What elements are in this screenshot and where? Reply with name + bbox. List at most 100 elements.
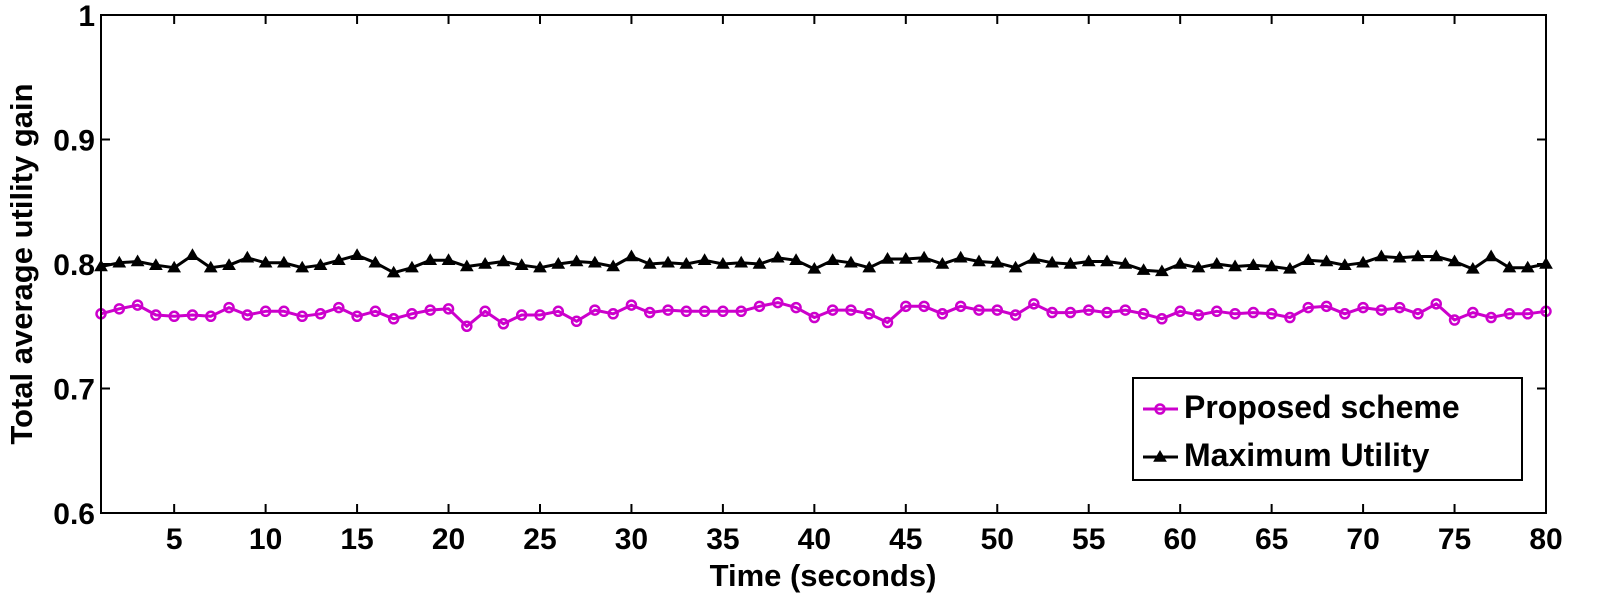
data-point-proposed-scheme	[1156, 313, 1168, 325]
data-point-maximum-utility	[642, 257, 657, 269]
data-point-proposed-scheme	[406, 308, 418, 320]
data-point-maximum-utility	[1063, 257, 1078, 269]
tick-labels: 5 10 15 20 25 30 35 40 45 50 55 60 65 70 75 80 0.6 0.7 0.8…	[53, 0, 1562, 556]
data-point-maximum-utility	[679, 257, 694, 269]
data-point-proposed-scheme	[351, 310, 363, 323]
data-point-maximum-utility	[1155, 264, 1169, 277]
data-point-maximum-utility	[551, 257, 566, 269]
data-point-maximum-utility	[368, 255, 383, 268]
data-point-maximum-utility	[1301, 253, 1316, 265]
legend-marker-maximum-utility	[1153, 450, 1167, 462]
data-point-maximum-utility	[1045, 255, 1060, 268]
y-tick-label: 0.6	[53, 498, 95, 531]
data-point-proposed-scheme	[808, 311, 821, 324]
y-tick-label: 0.8	[53, 249, 95, 282]
data-point-maximum-utility	[606, 259, 621, 272]
data-point-maximum-utility	[1264, 259, 1279, 272]
data-point-proposed-scheme	[1320, 300, 1333, 313]
data-point-proposed-scheme	[991, 304, 1004, 316]
data-point-maximum-utility	[441, 253, 456, 265]
axis-ticks	[101, 14, 1547, 514]
data-point-maximum-utility	[1447, 254, 1462, 267]
data-point-maximum-utility	[1008, 260, 1023, 273]
data-point-proposed-scheme	[625, 299, 638, 311]
data-point-maximum-utility	[240, 250, 255, 263]
data-point-maximum-utility	[496, 254, 511, 267]
data-point-proposed-scheme	[461, 320, 473, 332]
data-point-maximum-utility	[917, 250, 931, 263]
data-point-proposed-scheme	[278, 305, 290, 318]
data-point-maximum-utility	[569, 254, 584, 267]
data-point-maximum-utility	[972, 254, 986, 267]
x-tick-label: 20	[432, 523, 465, 556]
data-point-proposed-scheme	[826, 304, 839, 316]
data-point-proposed-scheme	[204, 310, 217, 323]
x-tick-label: 55	[1072, 523, 1105, 556]
data-point-maximum-utility	[1337, 258, 1352, 270]
data-point-maximum-utility	[661, 255, 675, 268]
data-point-maximum-utility	[716, 257, 730, 269]
data-point-proposed-scheme	[333, 301, 345, 314]
x-tick-label: 30	[615, 523, 648, 556]
data-point-proposed-scheme	[387, 313, 400, 325]
data-point-maximum-utility	[1374, 249, 1389, 262]
data-point-proposed-scheme	[241, 309, 254, 321]
x-tick-label: 70	[1346, 523, 1379, 556]
data-point-proposed-scheme	[497, 318, 510, 330]
data-point-proposed-scheme	[1284, 311, 1296, 324]
data-point-proposed-scheme	[717, 305, 729, 318]
data-point-proposed-scheme	[772, 296, 784, 309]
series-proposed-scheme	[95, 296, 1552, 332]
y-tick-label: 0.7	[53, 374, 95, 407]
data-point-maximum-utility	[1228, 259, 1242, 272]
data-point-maximum-utility	[807, 261, 822, 274]
data-point-maximum-utility	[1026, 252, 1041, 264]
data-point-proposed-scheme	[314, 308, 327, 320]
y-axis-title: Total average utility gain	[4, 83, 39, 444]
data-point-maximum-utility	[112, 255, 127, 268]
data-point-proposed-scheme	[698, 305, 711, 318]
data-point-maximum-utility	[825, 253, 840, 265]
data-point-maximum-utility	[1081, 254, 1096, 267]
x-tick-label: 25	[523, 523, 556, 556]
data-point-proposed-scheme	[1503, 308, 1516, 320]
x-tick-label: 80	[1529, 523, 1562, 556]
data-point-proposed-scheme	[607, 308, 619, 320]
data-point-proposed-scheme	[369, 305, 382, 318]
x-tick-label: 15	[340, 523, 373, 556]
data-point-proposed-scheme	[186, 309, 199, 321]
data-point-maximum-utility	[130, 254, 145, 267]
legend-box	[1132, 377, 1523, 481]
data-point-maximum-utility	[1356, 255, 1370, 268]
data-point-proposed-scheme	[1375, 304, 1388, 316]
data-point-maximum-utility	[222, 258, 236, 270]
data-point-proposed-scheme	[1521, 308, 1534, 320]
x-tick-label: 10	[249, 523, 282, 556]
data-point-maximum-utility	[953, 250, 968, 263]
data-point-maximum-utility	[1520, 260, 1535, 273]
data-point-maximum-utility	[844, 255, 858, 268]
plot-frame	[100, 14, 1547, 514]
data-point-proposed-scheme	[1064, 306, 1077, 319]
data-point-proposed-scheme	[589, 304, 601, 316]
data-point-proposed-scheme	[735, 305, 747, 318]
data-point-proposed-scheme	[1119, 304, 1132, 316]
data-point-proposed-scheme	[918, 300, 930, 313]
data-point-maximum-utility	[185, 248, 200, 260]
data-point-proposed-scheme	[1339, 308, 1351, 320]
data-point-maximum-utility	[258, 255, 273, 268]
data-point-maximum-utility	[1484, 249, 1499, 262]
data-point-maximum-utility	[898, 252, 913, 264]
data-point-proposed-scheme	[863, 308, 875, 320]
data-point-proposed-scheme	[1247, 306, 1260, 319]
data-point-maximum-utility	[990, 255, 1005, 268]
legend: Proposed scheme Maximum Utility	[1132, 377, 1523, 481]
data-point-maximum-utility	[423, 253, 438, 265]
legend-label-maximum-utility: Maximum Utility	[1184, 437, 1430, 473]
data-point-proposed-scheme	[515, 309, 528, 321]
data-point-proposed-scheme	[954, 300, 967, 313]
data-point-proposed-scheme	[662, 304, 674, 316]
data-point-proposed-scheme	[790, 301, 802, 314]
data-point-proposed-scheme	[1046, 306, 1058, 319]
